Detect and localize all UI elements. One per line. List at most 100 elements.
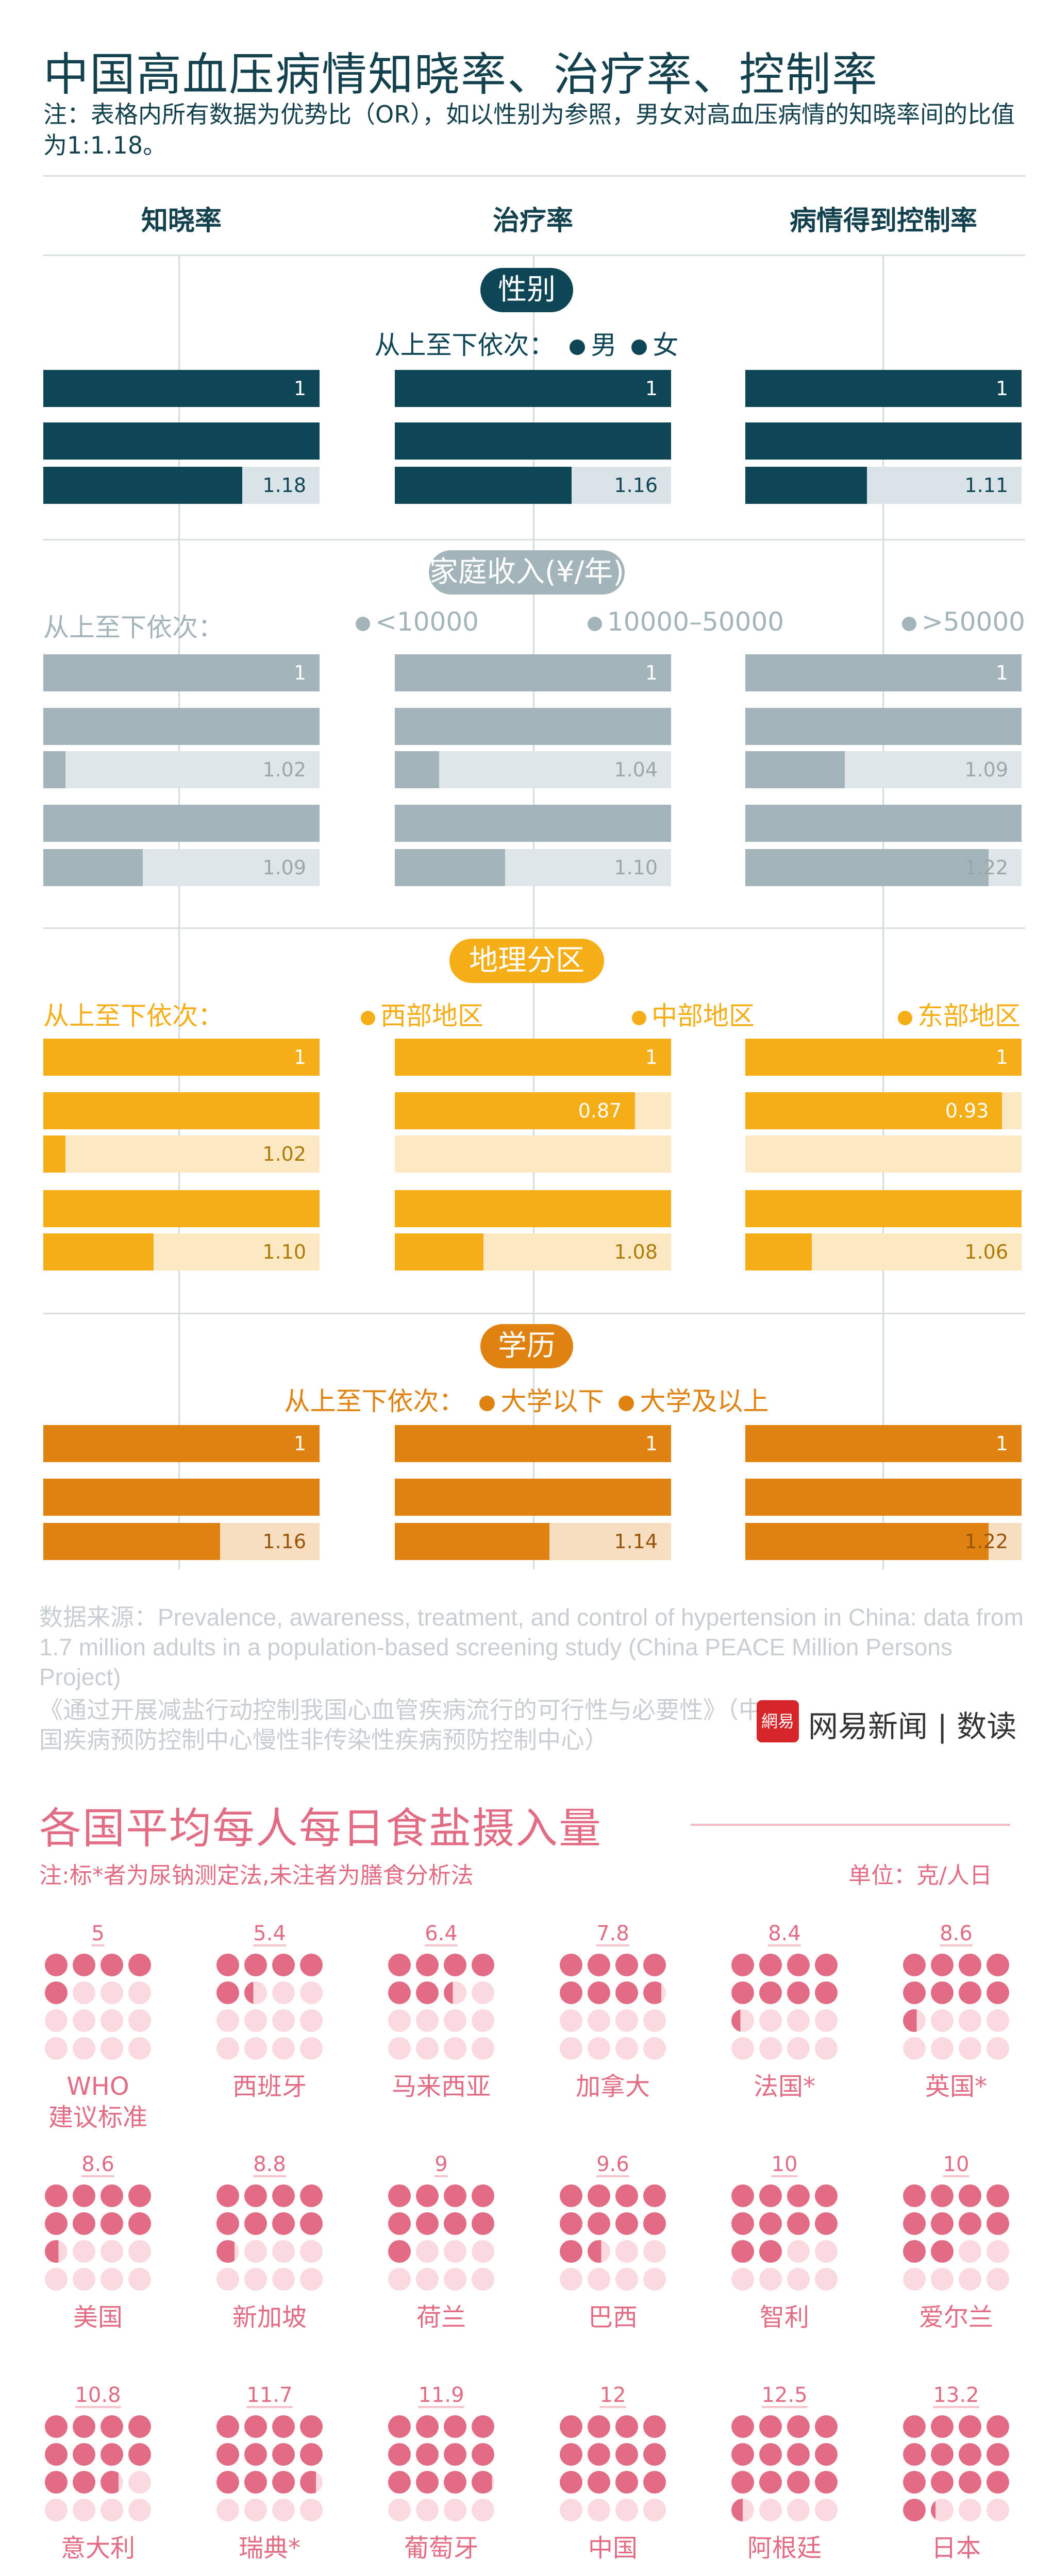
salt-dot — [903, 2415, 926, 2438]
salt-country: 荷兰 — [416, 2303, 466, 2332]
salt-dot — [759, 2415, 782, 2438]
bar-excess-fill — [395, 467, 572, 504]
bar-deficit-fill — [395, 1092, 636, 1129]
bar-label: 1.14 — [614, 1530, 658, 1553]
salt-dot — [472, 2240, 494, 2263]
salt-dot — [588, 2471, 610, 2494]
salt-dot — [731, 2415, 754, 2438]
salt-dot — [388, 2240, 411, 2263]
section-divider-2 — [43, 1313, 1025, 1314]
salt-dot — [444, 2212, 466, 2235]
salt-dot — [101, 2212, 123, 2235]
salt-dot — [615, 2443, 638, 2466]
salt-dot — [444, 2415, 466, 2438]
salt-dot — [815, 2415, 838, 2438]
salt-value: 5.4 — [253, 1922, 286, 1945]
salt-dot — [416, 2240, 439, 2263]
legend-dot-icon — [356, 616, 370, 631]
salt-dot — [987, 2240, 1009, 2263]
salt-dot — [244, 2415, 267, 2438]
bar-reference: 1 — [43, 1039, 320, 1076]
salt-dot — [73, 2499, 95, 2521]
bar-excess-fill — [395, 849, 506, 886]
salt-dot — [472, 2415, 494, 2438]
salt-dot — [272, 2184, 295, 2207]
bar-label: 1.11 — [964, 474, 1008, 497]
bar-reference: 1 — [395, 1425, 671, 1462]
salt-dot — [903, 2212, 926, 2235]
legend-label: 10000–50000 — [607, 607, 784, 637]
salt-dot — [45, 2240, 68, 2263]
salt-dot — [643, 1981, 666, 2004]
salt-dot — [731, 2212, 754, 2235]
bar-excess-fill — [395, 1233, 483, 1270]
salt-dot — [101, 2184, 123, 2207]
section-pill-0: 性别 — [480, 268, 573, 312]
salt-dot — [300, 2184, 323, 2207]
salt-chart-title: 各国平均每人每日食盐摄入量 — [39, 1804, 603, 1853]
salt-dot — [588, 2499, 610, 2521]
salt-dot — [472, 2212, 494, 2235]
salt-dot — [903, 2268, 926, 2291]
bar-label: 1.22 — [964, 1530, 1008, 1553]
salt-value: 8.6 — [81, 2153, 114, 2176]
salt-dot — [244, 2471, 267, 2494]
salt-dot — [272, 1981, 295, 2004]
bar-label: 0.87 — [578, 1099, 622, 1122]
salt-dot — [815, 1954, 838, 1976]
salt-dot — [216, 2499, 239, 2521]
salt-dot — [101, 2471, 123, 2494]
salt-dot — [987, 2037, 1009, 2060]
salt-dot — [903, 2009, 926, 2032]
salt-dot — [959, 2240, 981, 2263]
salt-dot — [615, 2212, 638, 2235]
salt-dot — [959, 2212, 981, 2235]
salt-dot — [128, 2443, 151, 2466]
bar-excess-fill — [43, 1233, 154, 1270]
bar-baseline — [745, 422, 1022, 460]
salt-dot — [588, 2184, 610, 2207]
bar-excess: 1.22 — [745, 1523, 1022, 1560]
bar-baseline — [43, 805, 320, 842]
salt-dot — [416, 1981, 439, 2004]
legend-label: <10000 — [375, 607, 479, 637]
salt-title-rule — [691, 1824, 1010, 1826]
salt-dot — [731, 2037, 754, 2060]
salt-dot — [244, 2184, 267, 2207]
salt-value: 12.5 — [761, 2383, 808, 2407]
salt-dot — [128, 2499, 151, 2521]
salt-dot — [615, 2240, 638, 2263]
salt-dot — [588, 2037, 610, 2060]
legend-dot-icon — [479, 1395, 495, 1411]
salt-dot — [987, 2268, 1009, 2291]
salt-dot — [444, 1954, 466, 1976]
bar-excess: 1.02 — [43, 751, 320, 788]
salt-dot — [73, 2268, 95, 2291]
salt-dot — [588, 1954, 610, 1976]
legend-dot-icon — [631, 339, 647, 355]
salt-dot — [300, 2499, 323, 2521]
salt-dot — [300, 2415, 323, 2438]
salt-dot — [588, 2443, 610, 2466]
salt-dot — [216, 2471, 239, 2494]
bar-excess-fill — [745, 467, 867, 504]
salt-dot — [787, 2184, 810, 2207]
salt-dot — [272, 2268, 295, 2291]
salt-country: 美国 — [73, 2303, 123, 2332]
column-header-1: 治疗率 — [492, 206, 573, 236]
salt-dot — [959, 1954, 981, 1976]
bar-reference: 1 — [745, 1425, 1022, 1462]
salt-dot — [588, 2415, 610, 2438]
salt-dot — [759, 2212, 782, 2235]
salt-dot — [987, 2415, 1009, 2438]
salt-value: 10 — [943, 2153, 970, 2176]
salt-dot — [643, 2471, 666, 2494]
salt-dot — [731, 1981, 754, 2004]
salt-dot — [73, 2443, 95, 2466]
salt-dot — [931, 2268, 954, 2291]
salt-dot — [73, 2240, 95, 2263]
column-header-0: 知晓率 — [141, 206, 222, 236]
salt-dot — [101, 2268, 123, 2291]
salt-dot — [560, 2443, 582, 2466]
salt-country: 瑞典* — [238, 2534, 300, 2563]
